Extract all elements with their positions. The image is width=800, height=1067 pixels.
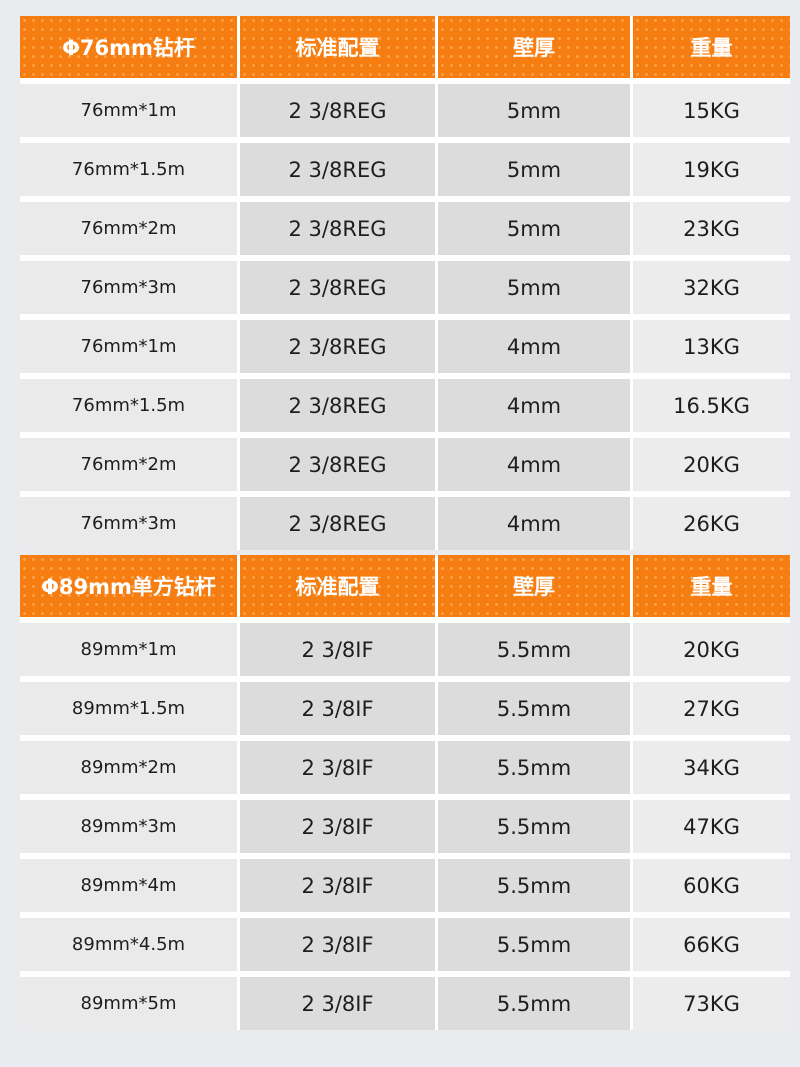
header-label: 标准配置 — [295, 36, 380, 60]
table-cell: 89mm*2m — [20, 741, 237, 794]
table-cell: 76mm*1m — [20, 320, 237, 373]
table-cell: 89mm*1.5m — [20, 682, 237, 735]
table-cell: 5mm — [438, 202, 630, 255]
table-cell: 2 3/8IF — [240, 682, 435, 735]
header-label: 重量 — [690, 36, 733, 60]
header-cell: Φ89mm单方钻杆 — [20, 555, 237, 617]
table-cell: 2 3/8REG — [240, 261, 435, 314]
header-cell: 重量 — [633, 555, 790, 617]
header-cell: 壁厚 — [438, 16, 630, 78]
table-cell: 2 3/8IF — [240, 800, 435, 853]
table-cell: 5.5mm — [438, 977, 630, 1030]
table-cell: 26KG — [633, 497, 790, 550]
table-cell: 4mm — [438, 438, 630, 491]
header-label: 标准配置 — [295, 575, 380, 599]
table-cell: 60KG — [633, 859, 790, 912]
table-cell: 2 3/8IF — [240, 741, 435, 794]
table-cell: 2 3/8REG — [240, 379, 435, 432]
table-cell: 47KG — [633, 800, 790, 853]
table-cell: 2 3/8REG — [240, 320, 435, 373]
table-cell: 76mm*1m — [20, 84, 237, 137]
table-cell: 5.5mm — [438, 859, 630, 912]
table-cell: 19KG — [633, 143, 790, 196]
header-label: 壁厚 — [513, 36, 555, 60]
table-cell: 5.5mm — [438, 623, 630, 676]
table-cell: 5.5mm — [438, 800, 630, 853]
table-cell: 5.5mm — [438, 918, 630, 971]
table-cell: 5mm — [438, 143, 630, 196]
header-label: 重量 — [690, 575, 733, 599]
table-cell: 73KG — [633, 977, 790, 1030]
table-cell: 76mm*3m — [20, 497, 237, 550]
table-cell: 76mm*1.5m — [20, 379, 237, 432]
header-label: Φ76mm钻杆 — [62, 36, 195, 60]
table-cell: 76mm*2m — [20, 202, 237, 255]
table-cell: 4mm — [438, 379, 630, 432]
table-cell: 2 3/8REG — [240, 497, 435, 550]
table-cell: 89mm*1m — [20, 623, 237, 676]
table-cell: 15KG — [633, 84, 790, 137]
table-cell: 27KG — [633, 682, 790, 735]
table-cell: 2 3/8REG — [240, 438, 435, 491]
table-cell: 20KG — [633, 623, 790, 676]
spec-table-76mm: Φ76mm钻杆 标准配置 壁厚 重量 76mm*1m 2 3/8REG 5mm 15KG 76m… — [20, 16, 790, 550]
table-cell: 16.5KG — [633, 379, 790, 432]
table-cell: 2 3/8IF — [240, 918, 435, 971]
table-cell: 76mm*1.5m — [20, 143, 237, 196]
header-cell: 重量 — [633, 16, 790, 78]
table-cell: 32KG — [633, 261, 790, 314]
header-cell: 标准配置 — [240, 16, 435, 78]
table-cell: 4mm — [438, 320, 630, 373]
table-cell: 20KG — [633, 438, 790, 491]
table-cell: 2 3/8IF — [240, 623, 435, 676]
table-cell: 23KG — [633, 202, 790, 255]
header-cell: 壁厚 — [438, 555, 630, 617]
header-cell: 标准配置 — [240, 555, 435, 617]
table-cell: 66KG — [633, 918, 790, 971]
table-cell: 2 3/8IF — [240, 859, 435, 912]
table-cell: 34KG — [633, 741, 790, 794]
header-cell: Φ76mm钻杆 — [20, 16, 237, 78]
table-cell: 13KG — [633, 320, 790, 373]
table-cell: 5mm — [438, 261, 630, 314]
table-cell: 2 3/8IF — [240, 977, 435, 1030]
table-cell: 89mm*4m — [20, 859, 237, 912]
table-cell: 89mm*5m — [20, 977, 237, 1030]
table-cell: 76mm*2m — [20, 438, 237, 491]
table-cell: 5mm — [438, 84, 630, 137]
table-cell: 89mm*3m — [20, 800, 237, 853]
table-cell: 2 3/8REG — [240, 84, 435, 137]
table-cell: 5.5mm — [438, 741, 630, 794]
header-label: Φ89mm单方钻杆 — [41, 575, 216, 599]
table-cell: 76mm*3m — [20, 261, 237, 314]
table-cell: 2 3/8REG — [240, 143, 435, 196]
header-label: 壁厚 — [513, 575, 555, 599]
table-cell: 5.5mm — [438, 682, 630, 735]
table-cell: 4mm — [438, 497, 630, 550]
table-cell: 2 3/8REG — [240, 202, 435, 255]
table-cell: 89mm*4.5m — [20, 918, 237, 971]
spec-table-89mm: Φ89mm单方钻杆 标准配置 壁厚 重量 89mm*1m 2 3/8IF 5.5mm 20KG… — [20, 555, 790, 1030]
